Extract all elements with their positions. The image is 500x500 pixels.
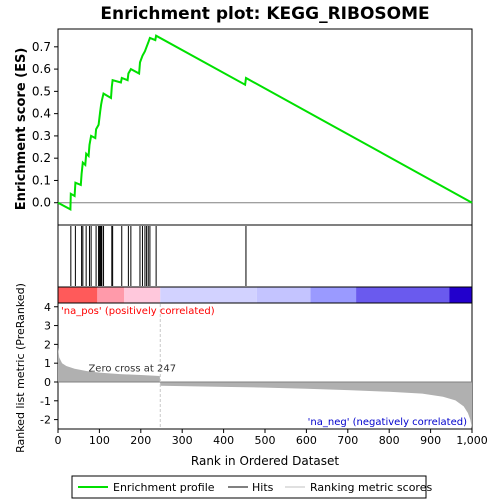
es-y-tick-label: 0.4 [32, 107, 51, 121]
es-y-tick-label: 0.3 [32, 129, 51, 143]
es-panel-frame [57, 28, 473, 226]
es-y-axis: 0.0 0.1 0.2 0.3 0.4 0.5 0.6 0.7 [32, 40, 58, 210]
metric-x-tick-label: 300 [172, 434, 193, 447]
negative-correlation-label: 'na_neg' (negatively correlated) [308, 417, 467, 428]
metric-y-axis-label: Ranked list metric (PreRanked) [14, 283, 27, 453]
metric-x-tick-label: 200 [130, 434, 151, 447]
metric-panel-frame [57, 302, 473, 430]
ranking-metric-area [58, 347, 472, 429]
chart-title: Enrichment plot: KEGG_RIBOSOME [100, 4, 429, 24]
metric-x-tick-label: 900 [420, 434, 441, 447]
color-bar-band [449, 287, 472, 303]
metric-y-tick-label: 2 [44, 338, 51, 351]
rank-color-bar [58, 287, 472, 303]
metric-y-axis: -2 -1 0 1 2 3 4 [40, 301, 58, 427]
color-bar-band [97, 287, 125, 303]
metric-y-tick-label: -2 [40, 414, 51, 427]
color-bar-band [356, 287, 450, 303]
metric-x-tick-label: 0 [55, 434, 62, 447]
metric-y-tick-label: 4 [44, 301, 51, 314]
es-y-tick-label: 0.6 [32, 62, 51, 76]
metric-panel: Zero cross at 247 'na_pos' (positively c… [14, 283, 488, 468]
es-y-tick-label: 0.2 [32, 151, 51, 165]
legend-ranking-metric-scores: Ranking metric scores [310, 481, 432, 494]
metric-x-tick-label: 100 [89, 434, 110, 447]
es-y-tick-label: 0.0 [32, 196, 51, 210]
metric-x-tick-label: 600 [296, 434, 317, 447]
hits-panel-frame [57, 224, 473, 288]
es-y-tick-label: 0.1 [32, 173, 51, 187]
es-panel: 0.0 0.1 0.2 0.3 0.4 0.5 0.6 0.7 Enrichment scor… [14, 28, 473, 226]
zero-cross-label: Zero cross at 247 [88, 364, 176, 375]
color-bar-band [256, 287, 311, 303]
metric-x-tick-label: 1,000 [456, 434, 488, 447]
metric-x-tick-label: 700 [337, 434, 358, 447]
enrichment-profile-line [57, 34, 473, 212]
color-bar-band [124, 287, 161, 303]
metric-y-tick-label: -1 [40, 395, 51, 408]
metric-x-tick-label: 800 [379, 434, 400, 447]
metric-x-tick-label: 500 [255, 434, 276, 447]
metric-x-axis: 0 100 200 300 400 500 600 700 800 900 1,000 [55, 429, 488, 447]
metric-x-axis-label: Rank in Ordered Dataset [191, 454, 339, 468]
legend-hits: Hits [252, 481, 274, 494]
es-y-axis-label: Enrichment score (ES) [14, 48, 29, 211]
metric-y-tick-label: 1 [44, 357, 51, 370]
legend: Enrichment profile Hits Ranking metric s… [71, 475, 432, 499]
hit-markers [70, 226, 247, 286]
positive-correlation-label: 'na_pos' (positively correlated) [61, 306, 215, 317]
metric-y-tick-label: 0 [44, 376, 51, 389]
es-y-tick-label: 0.5 [32, 84, 51, 98]
es-y-tick-label: 0.7 [32, 40, 51, 54]
color-bar-band [58, 287, 98, 303]
metric-x-tick-label: 400 [213, 434, 234, 447]
color-bar-band [310, 287, 357, 303]
hits-panel [57, 224, 473, 288]
legend-enrichment-profile: Enrichment profile [113, 481, 215, 494]
color-bar-band [160, 287, 257, 303]
legend-frame [71, 475, 427, 499]
metric-y-tick-label: 3 [44, 320, 51, 333]
